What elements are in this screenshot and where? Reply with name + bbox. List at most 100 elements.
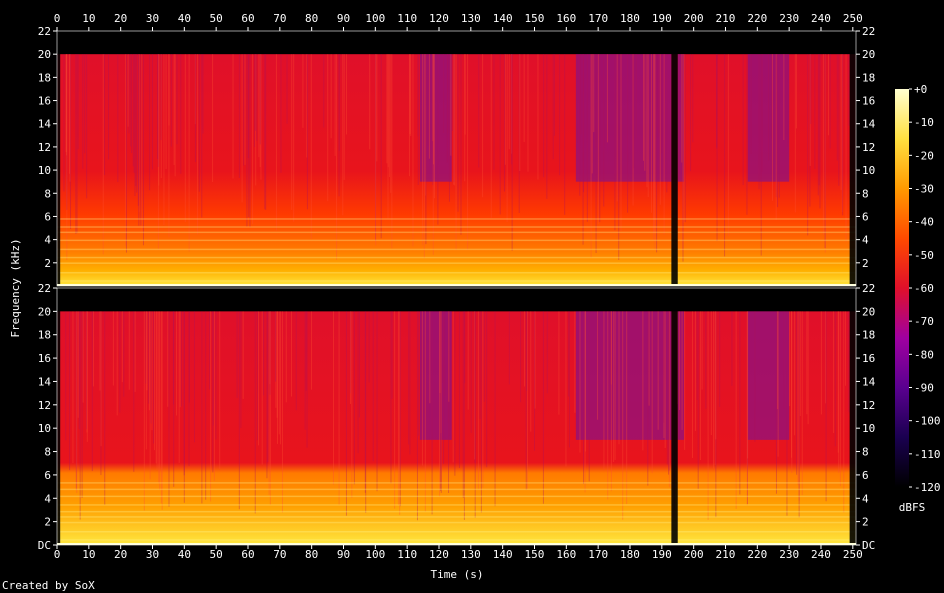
texture-streak xyxy=(580,54,582,135)
x-tick-label-bottom: 30 xyxy=(146,548,159,561)
texture-streak xyxy=(610,311,612,492)
texture-streak xyxy=(342,54,344,216)
colorbar-tick-label: -90 xyxy=(914,382,934,395)
texture-streak xyxy=(681,311,683,430)
texture-streak xyxy=(668,311,670,475)
texture-streak xyxy=(248,54,250,218)
texture-streak xyxy=(814,54,816,169)
y-tick-label-left: 16 xyxy=(38,95,51,108)
texture-streak xyxy=(775,54,777,220)
texture-streak xyxy=(268,311,270,495)
x-tick-label-top: 0 xyxy=(54,12,61,25)
texture-streak xyxy=(65,311,67,441)
texture-streak xyxy=(646,54,648,188)
above-cutoff-region xyxy=(57,31,856,55)
texture-streak xyxy=(409,54,411,135)
texture-streak xyxy=(202,54,204,134)
texture-streak xyxy=(599,54,601,223)
texture-streak xyxy=(149,311,151,480)
texture-streak xyxy=(410,54,412,137)
texture-streak xyxy=(258,54,260,158)
texture-streak xyxy=(486,311,488,468)
y-tick-label-left: 18 xyxy=(38,71,51,84)
texture-streak xyxy=(705,311,707,409)
texture-streak xyxy=(663,54,665,173)
texture-streak xyxy=(707,311,709,520)
texture-streak xyxy=(408,311,410,445)
texture-streak xyxy=(391,54,393,249)
texture-streak xyxy=(595,54,597,253)
texture-streak xyxy=(499,54,501,215)
texture-streak xyxy=(716,54,718,149)
colorbar-scale xyxy=(895,89,909,487)
texture-streak xyxy=(68,54,70,174)
texture-streak xyxy=(682,54,684,262)
texture-streak xyxy=(215,311,217,440)
texture-streak xyxy=(160,311,162,504)
texture-streak xyxy=(332,311,334,485)
texture-streak xyxy=(375,54,377,241)
texture-streak xyxy=(583,54,585,193)
x-tick-label-bottom: 50 xyxy=(210,548,223,561)
texture-streak xyxy=(609,311,611,386)
texture-streak xyxy=(141,54,143,233)
spectrogram-upper xyxy=(57,31,856,286)
texture-streak xyxy=(148,311,150,404)
texture-streak xyxy=(154,311,156,451)
texture-streak xyxy=(153,311,155,444)
texture-streak xyxy=(176,311,178,416)
texture-streak xyxy=(265,54,267,210)
texture-streak xyxy=(768,54,770,161)
texture-streak xyxy=(448,54,450,202)
texture-streak xyxy=(212,311,214,473)
texture-streak xyxy=(454,311,456,476)
texture-streak xyxy=(276,311,278,418)
texture-streak xyxy=(825,311,827,404)
colorbar-tick-label: -80 xyxy=(914,348,934,361)
texture-streak xyxy=(86,311,88,433)
texture-streak xyxy=(664,311,666,449)
texture-streak xyxy=(243,54,245,166)
texture-streak xyxy=(138,54,140,213)
texture-streak xyxy=(843,311,845,513)
texture-streak xyxy=(417,54,419,137)
texture-streak xyxy=(771,54,773,201)
harmonic-band xyxy=(57,239,856,242)
texture-streak xyxy=(117,54,119,183)
texture-streak xyxy=(651,311,653,474)
y-tick-label-right: 8 xyxy=(862,187,869,200)
texture-streak xyxy=(440,311,442,491)
colorbar-tick-label: -20 xyxy=(914,149,934,162)
texture-streak xyxy=(236,311,238,399)
texture-streak xyxy=(603,54,605,207)
texture-streak xyxy=(119,311,121,413)
y-tick-label-right: 22 xyxy=(862,282,875,295)
texture-streak xyxy=(595,54,597,148)
texture-streak xyxy=(134,54,136,197)
texture-streak xyxy=(375,54,377,246)
texture-streak xyxy=(523,54,525,143)
texture-streak xyxy=(238,54,240,178)
texture-streak xyxy=(511,54,513,154)
texture-streak xyxy=(84,54,86,154)
y-tick-label-left: 2 xyxy=(44,516,51,529)
x-tick-label-bottom: 100 xyxy=(365,548,385,561)
x-tick-label-bottom: 90 xyxy=(337,548,350,561)
texture-streak xyxy=(176,54,178,145)
x-tick-label-bottom: 190 xyxy=(652,548,672,561)
texture-streak xyxy=(343,54,345,180)
texture-streak xyxy=(76,54,78,234)
texture-streak xyxy=(546,311,548,394)
texture-streak xyxy=(77,54,79,150)
texture-streak xyxy=(742,54,744,186)
y-tick-label-right: 2 xyxy=(862,516,869,529)
texture-streak xyxy=(86,311,88,442)
texture-streak xyxy=(173,311,175,487)
texture-streak xyxy=(350,311,352,405)
texture-streak xyxy=(633,54,635,169)
texture-streak xyxy=(66,54,68,210)
texture-streak xyxy=(440,311,442,434)
texture-streak xyxy=(668,311,670,471)
texture-streak xyxy=(783,54,785,141)
texture-streak xyxy=(336,54,338,260)
